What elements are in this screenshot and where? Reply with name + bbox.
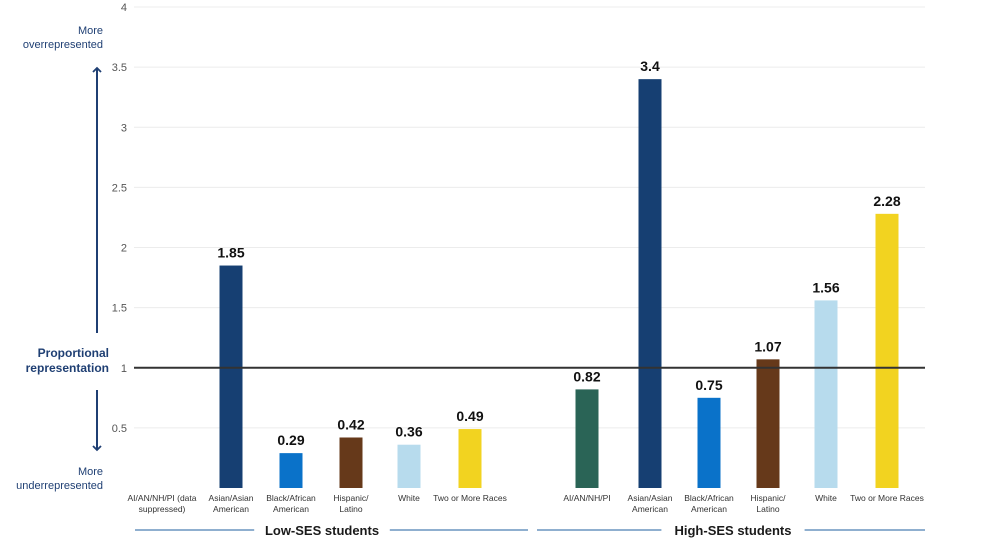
group-label-background	[254, 519, 390, 541]
y-tick-label: 1	[121, 363, 127, 375]
category-label: Asian/Asian	[628, 493, 673, 503]
category-label: Two or More Races	[850, 493, 924, 503]
bar-value-label: 3.4	[640, 58, 660, 74]
group-label-background	[661, 519, 805, 541]
bar-value-label: 0.75	[695, 377, 722, 393]
category-label: Asian/Asian	[209, 493, 254, 503]
bar-low-ses-5	[458, 429, 482, 488]
category-label: American	[691, 504, 727, 514]
y-tick-label: 2.5	[112, 182, 127, 194]
bar-value-label: 1.56	[812, 279, 839, 295]
bar-value-label: 0.42	[337, 416, 364, 432]
bar-high-ses-4	[814, 300, 838, 488]
bar-high-ses-2	[697, 397, 721, 488]
more-overrepresented-label: More overrepresented	[0, 24, 103, 52]
bar-low-ses-1	[219, 265, 243, 488]
proportional-line1: Proportional	[37, 346, 109, 360]
more-under-line2: underrepresented	[16, 480, 103, 492]
group-label: High-SES students	[674, 523, 791, 538]
bar-value-label: 0.82	[573, 368, 600, 384]
bar-high-ses-3	[756, 359, 780, 488]
category-label: AI/AN/NH/PI	[563, 493, 610, 503]
bar-high-ses-5	[875, 213, 899, 488]
proportional-line2: representation	[25, 361, 109, 375]
y-tick-label: 4	[121, 2, 127, 14]
category-label: Hispanic/	[334, 493, 370, 503]
category-label: Two or More Races	[433, 493, 507, 503]
category-label: Black/African	[266, 493, 316, 503]
category-label: White	[398, 493, 420, 503]
more-over-line1: More	[77, 25, 103, 37]
category-label: American	[632, 504, 668, 514]
category-label: Black/African	[684, 493, 734, 503]
y-tick-label: 0.5	[112, 423, 127, 435]
category-label: AI/AN/NH/PI (data	[128, 493, 197, 503]
more-under-line1: More	[77, 466, 103, 478]
more-underrepresented-label: More underrepresented	[0, 465, 103, 493]
category-label: Hispanic/	[751, 493, 787, 503]
bar-high-ses-1	[638, 79, 662, 489]
category-label: American	[213, 504, 249, 514]
more-over-line2: overrepresented	[22, 39, 103, 51]
bar-low-ses-3	[339, 437, 363, 488]
bar-value-label: 1.85	[217, 245, 244, 261]
bar-high-ses-0	[575, 389, 599, 488]
proportional-representation-label: Proportional representation	[0, 346, 109, 376]
bar-value-label: 0.36	[395, 424, 422, 440]
bar-low-ses-4	[397, 444, 421, 488]
y-tick-label: 2	[121, 243, 127, 255]
bar-value-label: 0.29	[277, 432, 304, 448]
y-tick-label: 3.5	[112, 62, 127, 74]
category-label: Latino	[756, 504, 779, 514]
y-tick-label: 3	[121, 122, 127, 134]
category-label: Latino	[339, 504, 362, 514]
bar-value-label: 1.07	[754, 338, 781, 354]
y-tick-label: 1.5	[112, 303, 127, 315]
bar-low-ses-2	[279, 453, 303, 488]
category-label: suppressed)	[139, 504, 186, 514]
bar-value-label: 2.28	[873, 193, 900, 209]
category-label: American	[273, 504, 309, 514]
bar-value-label: 0.49	[456, 408, 483, 424]
group-label: Low-SES students	[265, 523, 379, 538]
category-label: White	[815, 493, 837, 503]
